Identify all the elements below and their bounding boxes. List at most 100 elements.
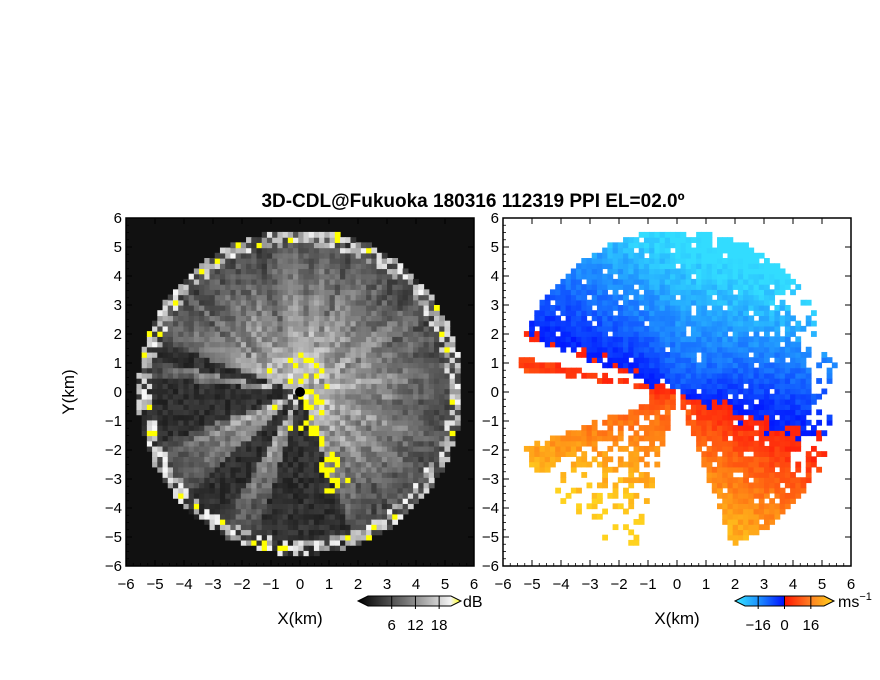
left-heatmap-cell xyxy=(340,341,346,348)
left-heatmap-cell xyxy=(204,289,211,296)
right-heatmap-cell xyxy=(722,367,729,374)
right-heatmap-cell xyxy=(628,336,635,343)
left-heatmap-cell xyxy=(282,461,289,468)
right-heatmap-cell xyxy=(638,294,645,301)
right-heatmap-cell xyxy=(758,430,765,437)
right-heatmap-cell xyxy=(758,310,765,317)
right-heatmap-cell xyxy=(643,367,650,374)
left-heatmap-cell xyxy=(214,388,221,395)
left-heatmap-cell xyxy=(240,482,247,489)
left-heatmap-cell xyxy=(407,466,414,473)
left-heatmap-cell xyxy=(371,294,378,301)
right-heatmap-cell xyxy=(706,409,713,416)
right-heatmap-cell xyxy=(659,398,666,405)
right-heatmap-cell xyxy=(769,456,776,463)
left-heatmap-cell xyxy=(418,430,425,437)
right-heatmap-cell xyxy=(680,331,687,337)
right-heatmap-cell xyxy=(753,346,760,353)
right-heatmap-cell xyxy=(675,268,682,275)
left-heatmap-cell xyxy=(376,451,383,457)
left-heatmap-cell xyxy=(355,461,362,468)
left-heatmap-cell xyxy=(355,299,362,306)
right-heatmap-cell xyxy=(633,362,640,369)
left-heatmap-cell xyxy=(277,445,284,452)
left-heatmap-cell xyxy=(167,409,174,416)
left-heatmap-cell xyxy=(256,451,263,457)
left-heatmap-cell xyxy=(418,472,425,478)
left-heatmap-cell xyxy=(439,383,446,390)
left-heatmap-cell xyxy=(345,331,352,337)
right-heatmap-cell xyxy=(727,252,734,259)
left-heatmap-cell xyxy=(172,398,179,405)
left-heatmap-cell xyxy=(240,357,247,364)
right-heatmap-cell xyxy=(717,440,723,447)
left-heatmap-cell xyxy=(413,393,419,400)
right-heatmap-cell xyxy=(685,320,692,327)
left-heatmap-cell xyxy=(235,320,242,327)
left-heatmap-cell xyxy=(381,519,388,525)
left-heatmap-cell xyxy=(199,278,205,285)
right-heatmap-cell xyxy=(612,503,619,510)
right-heatmap-cell xyxy=(737,294,744,301)
left-heatmap-cell xyxy=(381,388,388,395)
left-heatmap-cell xyxy=(407,477,414,484)
right-heatmap-cell xyxy=(743,393,749,400)
left-heatmap-cell xyxy=(423,372,430,379)
right-heatmap-cell xyxy=(596,310,603,317)
left-heatmap-cell xyxy=(340,278,346,285)
left-heatmap-cell xyxy=(293,367,299,374)
left-heatmap-cell xyxy=(261,310,268,317)
left-heatmap-cell xyxy=(360,487,367,494)
left-heatmap-cell xyxy=(246,451,252,457)
right-heatmap-cell xyxy=(753,351,760,358)
right-heatmap-cell xyxy=(706,258,713,264)
left-heatmap-cell xyxy=(381,346,388,353)
right-heatmap-cell xyxy=(690,383,697,390)
left-heatmap-cell xyxy=(282,299,289,306)
left-heatmap-cell xyxy=(366,310,372,317)
left-heatmap-cell xyxy=(293,498,299,504)
right-heatmap-cell xyxy=(607,299,614,306)
left-heatmap-cell xyxy=(183,315,190,322)
right-heatmap-cell xyxy=(596,284,603,290)
left-heatmap-cell xyxy=(219,529,226,536)
left-heatmap-cell xyxy=(209,398,216,405)
left-heatmap-cell xyxy=(261,346,268,353)
left-heatmap-cell xyxy=(282,445,289,452)
left-heatmap-cell xyxy=(397,404,404,410)
right-heatmap-cell xyxy=(529,456,535,463)
left-heatmap-cell xyxy=(214,393,221,400)
right-heatmap-cell xyxy=(758,445,765,452)
right-heatmap-cell xyxy=(643,362,650,369)
left-heatmap-cell xyxy=(277,341,284,348)
left-heatmap-cell xyxy=(277,472,284,478)
right-heatmap-cell xyxy=(737,336,744,343)
left-heatmap-cell xyxy=(272,529,278,536)
left-heatmap-cell xyxy=(251,445,258,452)
right-heatmap-cell xyxy=(722,440,729,447)
left-heatmap-cell xyxy=(381,258,388,264)
left-heatmap-cell xyxy=(246,498,252,504)
right-heatmap-cell xyxy=(743,466,749,473)
left-heatmap-cell xyxy=(272,231,278,238)
right-heatmap-cell xyxy=(696,393,702,400)
right-heatmap-cell xyxy=(523,331,530,337)
left-heatmap-cell xyxy=(240,430,247,437)
left-heatmap-cell xyxy=(282,404,289,410)
right-heatmap-cell xyxy=(779,383,786,390)
right-heatmap-cell xyxy=(638,383,645,390)
right-heatmap-cell xyxy=(659,372,666,379)
left-heatmap-cell xyxy=(272,440,278,447)
left-heatmap-cell xyxy=(272,503,278,510)
left-heatmap-cell xyxy=(329,461,336,468)
left-heatmap-cell xyxy=(345,336,352,343)
right-heatmap-cell xyxy=(779,351,786,358)
left-heatmap-cell xyxy=(381,320,388,327)
left-heatmap-cell xyxy=(392,472,399,478)
right-heatmap-cell xyxy=(743,440,749,447)
right-heatmap-cell xyxy=(717,299,723,306)
left-heatmap-cell xyxy=(413,294,419,301)
right-heatmap-cell xyxy=(722,472,729,478)
right-heatmap-cell xyxy=(758,315,765,322)
left-heatmap-cell xyxy=(277,435,284,442)
